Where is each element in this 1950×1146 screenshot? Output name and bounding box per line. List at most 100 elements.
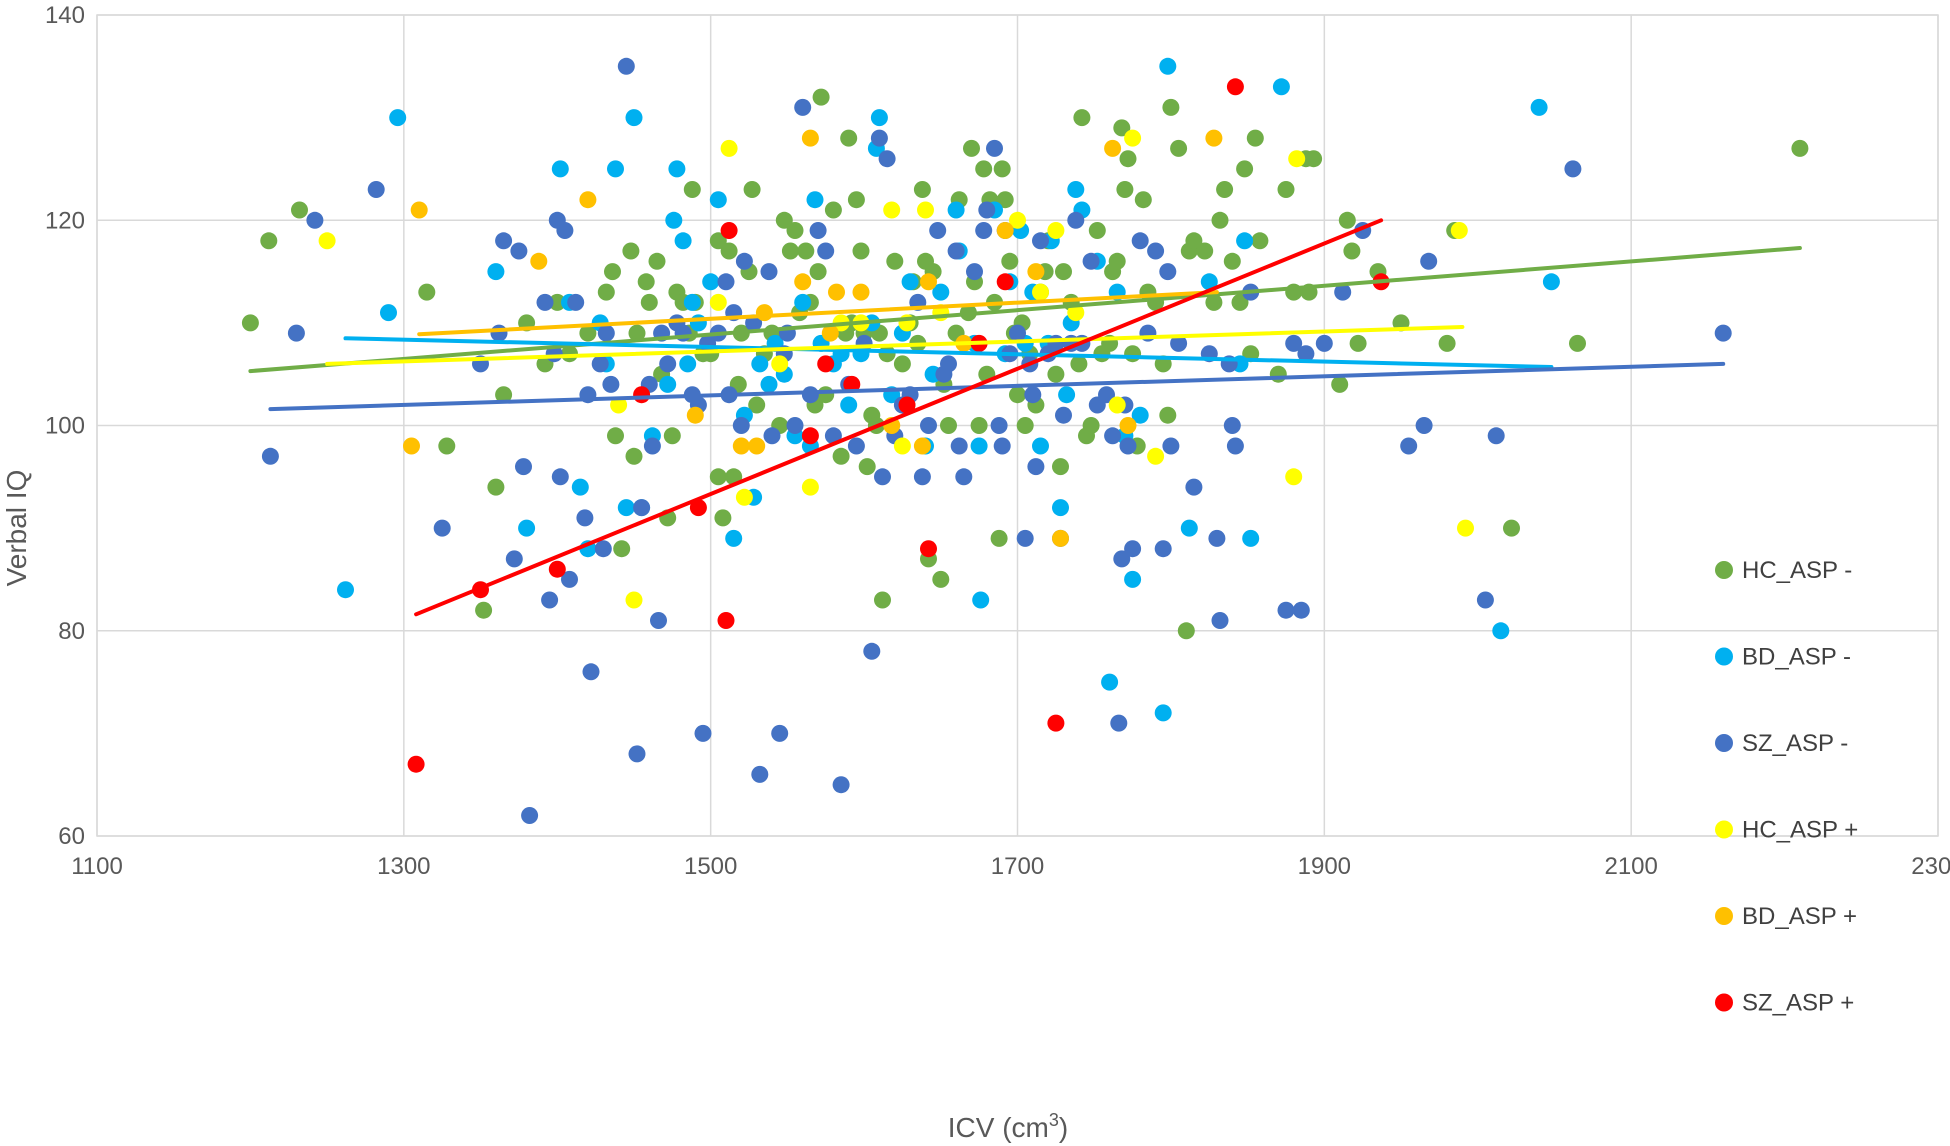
data-point: [1349, 334, 1367, 352]
data-point: [717, 612, 735, 629]
data-point: [735, 488, 753, 506]
data-point: [794, 293, 812, 311]
data-point: [1016, 417, 1034, 434]
data-point: [913, 181, 931, 198]
data-point: [771, 724, 789, 742]
data-point: [874, 468, 891, 486]
data-point: [870, 109, 888, 127]
x-tick-label: 1900: [1298, 853, 1351, 880]
data-point: [1055, 263, 1072, 281]
data-point: [913, 468, 931, 486]
data-point: [694, 724, 712, 742]
data-point: [817, 386, 835, 404]
data-point: [1288, 150, 1306, 168]
data-point: [794, 98, 812, 116]
data-point: [674, 232, 692, 250]
data-point: [832, 447, 850, 465]
data-point: [1108, 396, 1126, 414]
data-point: [714, 509, 732, 527]
data-point: [751, 355, 769, 373]
data-point: [1159, 263, 1177, 281]
data-point: [1438, 334, 1456, 352]
data-point: [996, 273, 1014, 291]
data-point: [659, 375, 677, 393]
data-point: [487, 478, 505, 496]
data-point: [786, 222, 804, 239]
data-point: [858, 458, 876, 476]
data-point: [1067, 181, 1085, 198]
legend-marker: [1715, 561, 1733, 579]
data-point: [1246, 129, 1264, 147]
data-point: [717, 273, 735, 291]
data-point: [1292, 601, 1310, 619]
data-point: [1147, 242, 1165, 260]
data-point: [518, 519, 536, 537]
data-point: [1196, 242, 1214, 260]
data-point: [751, 765, 769, 783]
data-point: [763, 427, 781, 445]
data-point: [775, 211, 793, 229]
data-point: [1542, 273, 1560, 291]
data-point: [541, 591, 559, 609]
data-point: [955, 468, 973, 486]
data-point: [760, 375, 778, 393]
data-point: [1569, 334, 1586, 352]
data-point: [917, 201, 934, 219]
data-point: [986, 139, 1003, 157]
data-point: [932, 570, 950, 588]
legend-item-bd-asp: BD_ASP -: [1715, 644, 1851, 671]
data-point: [947, 201, 965, 219]
data-point: [1400, 437, 1418, 455]
data-point: [1159, 57, 1177, 75]
data-point: [847, 437, 865, 455]
data-point: [475, 601, 493, 619]
data-point: [1124, 570, 1142, 588]
data-point: [970, 437, 988, 455]
data-point: [1108, 252, 1126, 270]
data-point: [1113, 119, 1131, 137]
data-point: [548, 560, 566, 578]
data-point: [1098, 386, 1115, 404]
data-point: [628, 745, 646, 763]
y-tick-label: 80: [58, 618, 85, 645]
data-point: [1200, 273, 1218, 291]
data-point: [732, 417, 750, 434]
data-point: [932, 283, 950, 301]
data-point: [709, 468, 727, 486]
data-point: [781, 242, 799, 260]
trendline-bd-asp: [417, 290, 1219, 337]
data-point: [702, 273, 720, 291]
data-point: [617, 499, 635, 517]
data-point: [591, 355, 609, 373]
data-point: [1027, 458, 1045, 476]
data-point: [610, 396, 628, 414]
data-point: [689, 314, 707, 332]
data-point: [1503, 519, 1520, 537]
data-point: [801, 478, 819, 496]
data-point: [817, 355, 835, 373]
data-point: [1024, 386, 1042, 404]
legend-marker: [1715, 647, 1733, 666]
data-point: [1177, 622, 1195, 640]
data-point: [1052, 529, 1069, 547]
data-point: [643, 437, 661, 455]
data-point: [337, 581, 354, 599]
legend-item-sz-asp: SZ_ASP +: [1715, 990, 1854, 1017]
data-point: [633, 386, 651, 404]
data-point: [1476, 591, 1494, 609]
data-point: [1297, 345, 1315, 363]
data-point: [1009, 211, 1026, 229]
data-point: [963, 139, 980, 157]
data-point: [847, 191, 865, 209]
data-point: [579, 324, 597, 342]
data-point: [594, 540, 612, 558]
data-point: [597, 283, 615, 301]
x-tick-label: 1100: [71, 853, 123, 880]
data-point: [1159, 406, 1177, 424]
x-axis-title: ICV (cm3): [948, 1110, 1068, 1143]
data-point: [490, 324, 508, 342]
data-point: [840, 129, 858, 147]
data-point: [487, 263, 505, 281]
data-point: [1154, 704, 1172, 722]
